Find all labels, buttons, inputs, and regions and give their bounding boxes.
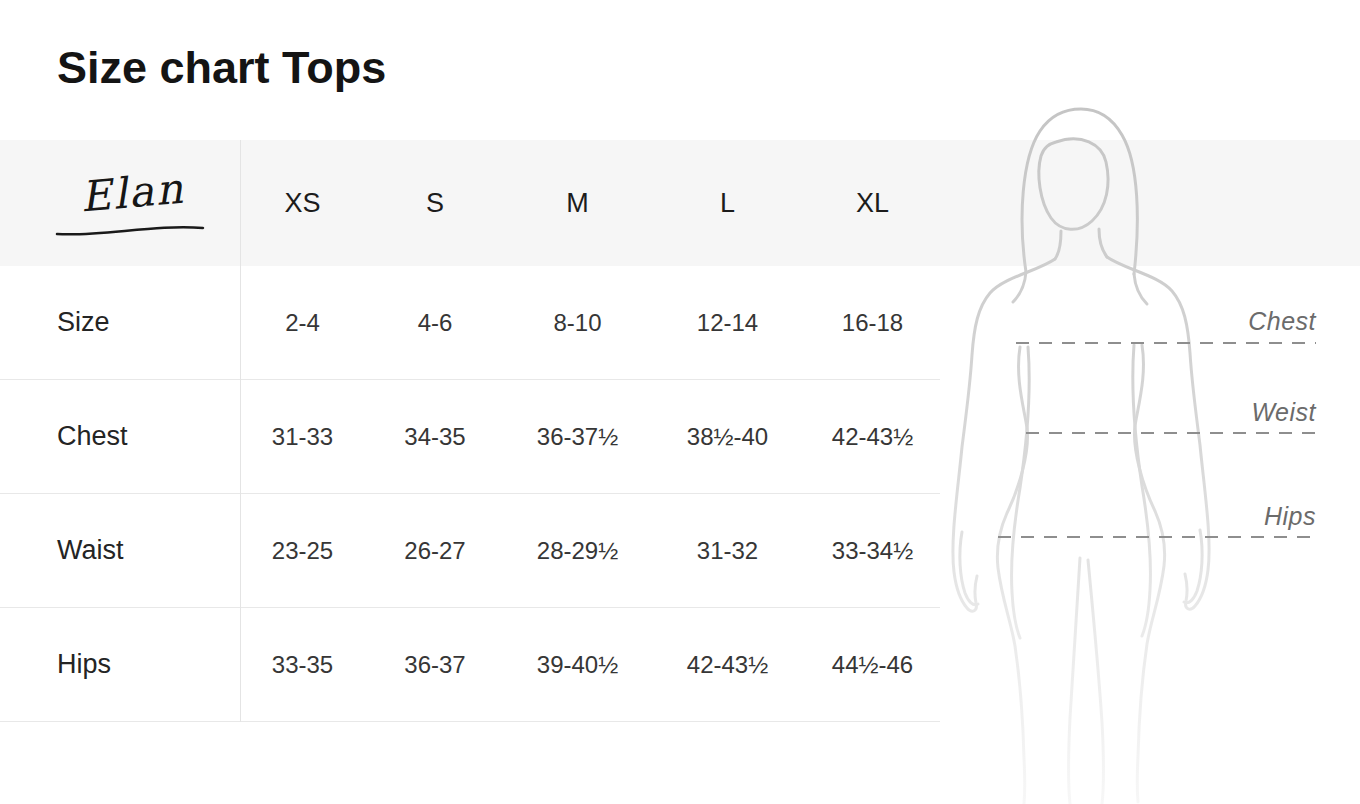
figure-hair-tip-left (1013, 272, 1026, 302)
chest-measure-line (1016, 342, 1316, 344)
figure-leg-inner-right (1088, 560, 1104, 804)
hips-measure-line (998, 536, 1316, 538)
figure-hand-left (960, 532, 978, 605)
table-row-size: Size2-44-68-1012-1416-18 (0, 266, 940, 380)
table-cell: 38½-40 (650, 423, 805, 451)
table-cell: 42-43½ (805, 423, 940, 451)
figure-leg-inner-left (1069, 558, 1081, 804)
table-cell: 12-14 (650, 309, 805, 337)
table-cell: 44½-46 (805, 651, 940, 679)
figure-arm-outer-left (953, 259, 1055, 611)
table-cell: 36-37 (365, 651, 505, 679)
table-cell: 34-35 (365, 423, 505, 451)
waist-measure-label: Weist (1251, 398, 1316, 427)
brand-logo-text: Elan (58, 162, 207, 223)
table-cell: 33-34½ (805, 537, 940, 565)
figure-torso-right (1135, 345, 1165, 802)
chest-measure-label: Chest (1248, 307, 1316, 336)
size-chart-page: Size chart Tops Elan XSSMLXL Size2-44-68… (0, 0, 1360, 804)
figure-torso-left (997, 347, 1027, 804)
table-cell: 31-33 (240, 423, 365, 451)
waist-measure-line (1026, 432, 1316, 434)
column-header-l: L (650, 188, 805, 219)
page-title: Size chart Tops (57, 42, 386, 94)
table-cell: 33-35 (240, 651, 365, 679)
table-cell: 42-43½ (650, 651, 805, 679)
table-cell: 4-6 (365, 309, 505, 337)
table-cell: 28-29½ (505, 537, 650, 565)
brand-logo: Elan (0, 140, 240, 266)
figure-hair-tip-right (1134, 274, 1147, 304)
row-label: Size (0, 307, 240, 338)
column-header-m: M (505, 188, 650, 219)
size-chart-table: Elan XSSMLXL Size2-44-68-1012-1416-18Che… (0, 140, 940, 722)
row-label: Waist (0, 535, 240, 566)
figure-hand-right (1184, 530, 1202, 603)
column-header-xs: XS (240, 188, 365, 219)
row-label: Hips (0, 649, 240, 680)
hips-measure-label: Hips (1264, 502, 1316, 531)
row-label: Chest (0, 421, 240, 452)
table-cell: 39-40½ (505, 651, 650, 679)
table-header-row: Elan XSSMLXL (0, 140, 940, 266)
table-cell: 8-10 (505, 309, 650, 337)
table-body: Size2-44-68-1012-1416-18Chest31-3334-353… (0, 266, 940, 722)
table-cell: 26-27 (365, 537, 505, 565)
table-cell: 16-18 (805, 309, 940, 337)
figure-arm-inner-right (1133, 345, 1151, 636)
table-cell: 23-25 (240, 537, 365, 565)
table-cell: 2-4 (240, 309, 365, 337)
logo-underline-flourish (55, 222, 205, 238)
figure-arm-inner-left (1011, 347, 1029, 638)
table-cell: 31-32 (650, 537, 805, 565)
table-vertical-divider (240, 140, 241, 722)
table-row-chest: Chest31-3334-3536-37½38½-4042-43½ (0, 380, 940, 494)
table-row-hips: Hips33-3536-3739-40½42-43½44½-46 (0, 608, 940, 722)
column-header-xl: XL (805, 188, 940, 219)
table-cell: 36-37½ (505, 423, 650, 451)
table-row-waist: Waist23-2526-2728-29½31-3233-34½ (0, 494, 940, 608)
column-header-s: S (365, 188, 505, 219)
